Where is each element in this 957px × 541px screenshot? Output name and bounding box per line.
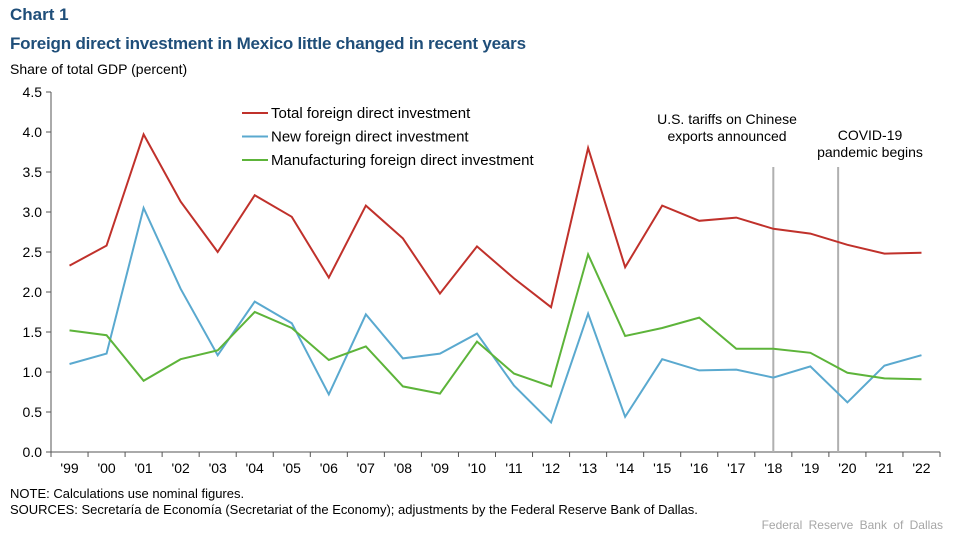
x-tick-label: '18 xyxy=(764,460,782,476)
x-tick-label: '02 xyxy=(172,460,190,476)
series-line-0 xyxy=(69,131,922,309)
x-tick-label: '99 xyxy=(60,460,78,476)
x-tick-label: '19 xyxy=(801,460,819,476)
sources: SOURCES: Secretaría de Economía (Secreta… xyxy=(10,502,698,517)
x-tick-label: '07 xyxy=(357,460,375,476)
series-line-2 xyxy=(69,251,922,395)
y-tick-label: 3.5 xyxy=(23,164,43,180)
x-tick-label: '03 xyxy=(209,460,227,476)
legend-label: New foreign direct investment xyxy=(271,129,469,146)
y-tick-label: 4.0 xyxy=(23,124,43,140)
chart-label: Chart 1 xyxy=(10,5,69,24)
x-tick-label: '21 xyxy=(875,460,893,476)
annotation-label: exports announced xyxy=(667,128,786,144)
x-tick-label: '10 xyxy=(468,460,486,476)
x-tick-label: '00 xyxy=(97,460,115,476)
series-line-1 xyxy=(69,205,922,425)
x-tick-label: '04 xyxy=(246,460,264,476)
chart-title: Foreign direct investment in Mexico litt… xyxy=(10,34,526,53)
y-tick-label: 2.5 xyxy=(23,244,43,260)
x-tick-label: '09 xyxy=(431,460,449,476)
x-tick-label: '13 xyxy=(579,460,597,476)
legend-label: Total foreign direct investment xyxy=(271,105,471,122)
y-tick-label: 0.5 xyxy=(23,404,43,420)
x-tick-label: '16 xyxy=(690,460,708,476)
x-tick-label: '15 xyxy=(653,460,671,476)
y-tick-label: 0.0 xyxy=(23,444,43,460)
legend-label: Manufacturing foreign direct investment xyxy=(271,152,534,169)
x-tick-label: '20 xyxy=(838,460,856,476)
note: NOTE: Calculations use nominal figures. xyxy=(10,486,245,501)
y-tick-label: 4.5 xyxy=(23,84,43,100)
annotation-label: U.S. tariffs on Chinese xyxy=(657,111,797,127)
y-tick-label: 1.5 xyxy=(23,324,43,340)
annotation-label: pandemic begins xyxy=(817,144,923,160)
y-tick-label: 3.0 xyxy=(23,204,43,220)
annotation-label: COVID-19 xyxy=(838,127,903,143)
x-tick-label: '14 xyxy=(616,460,634,476)
x-tick-label: '08 xyxy=(394,460,412,476)
x-tick-label: '06 xyxy=(320,460,338,476)
credit: Federal Reserve Bank of Dallas xyxy=(761,518,943,532)
y-tick-label: 1.0 xyxy=(23,364,43,380)
x-tick-label: '22 xyxy=(912,460,930,476)
x-tick-label: '01 xyxy=(134,460,152,476)
y-axis-label: Share of total GDP (percent) xyxy=(10,61,188,77)
x-tick-label: '17 xyxy=(727,460,745,476)
x-tick-label: '11 xyxy=(505,460,522,476)
y-tick-label: 2.0 xyxy=(23,284,43,300)
x-tick-label: '05 xyxy=(283,460,301,476)
x-tick-label: '12 xyxy=(542,460,560,476)
